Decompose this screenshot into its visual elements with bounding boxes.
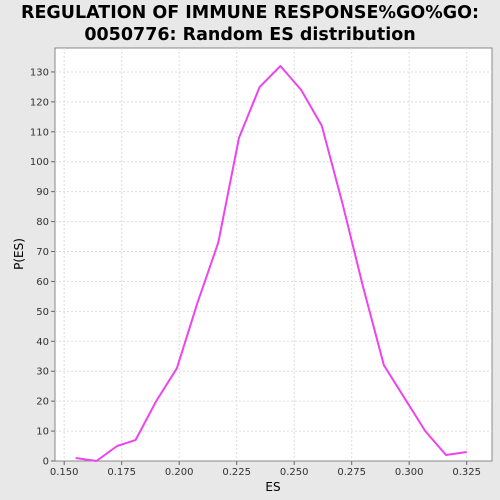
y-tick-label: 20 — [36, 397, 49, 408]
y-tick-label: 130 — [30, 67, 49, 78]
y-tick-label: 30 — [36, 367, 49, 378]
y-tick-label: 100 — [30, 157, 49, 168]
x-tick-label: 0.275 — [337, 467, 366, 478]
x-tick-label: 0.300 — [395, 467, 424, 478]
x-tick-label: 0.325 — [452, 467, 481, 478]
y-tick-label: 120 — [30, 97, 49, 108]
chart-title: REGULATION OF IMMUNE RESPONSE%GO%GO: 005… — [0, 2, 500, 46]
chart-title-line-1: REGULATION OF IMMUNE RESPONSE%GO%GO: — [20, 3, 480, 23]
y-tick-label: 90 — [36, 187, 49, 198]
y-tick-label: 40 — [36, 337, 49, 348]
y-tick-label: 60 — [36, 277, 49, 288]
y-tick-label: 110 — [30, 127, 49, 138]
grid-lines — [55, 48, 492, 461]
x-axis-ticks: 0.150 0.175 0.200 0.225 0.250 0.275 0.300 0.325 — [50, 461, 481, 478]
x-tick-label: 0.150 — [50, 467, 79, 478]
y-tick-label: 0 — [43, 457, 49, 468]
y-axis-label: P(ES) — [12, 238, 26, 270]
y-tick-label: 50 — [36, 307, 49, 318]
x-tick-label: 0.250 — [280, 467, 309, 478]
x-tick-label: 0.225 — [222, 467, 251, 478]
plot-area — [54, 47, 493, 462]
y-axis-ticks: 0 10 20 30 40 50 60 70 80 90 100 110 120 130 — [30, 67, 55, 468]
x-tick-label: 0.200 — [165, 467, 194, 478]
chart-title-line-2: 0050776: Random ES distribution — [84, 25, 416, 45]
y-tick-label: 70 — [36, 247, 49, 258]
x-axis-label: ES — [265, 480, 280, 494]
series-line — [75, 65, 467, 462]
y-tick-label: 80 — [36, 217, 49, 228]
x-tick-label: 0.175 — [107, 467, 136, 478]
y-tick-label: 10 — [36, 427, 49, 438]
